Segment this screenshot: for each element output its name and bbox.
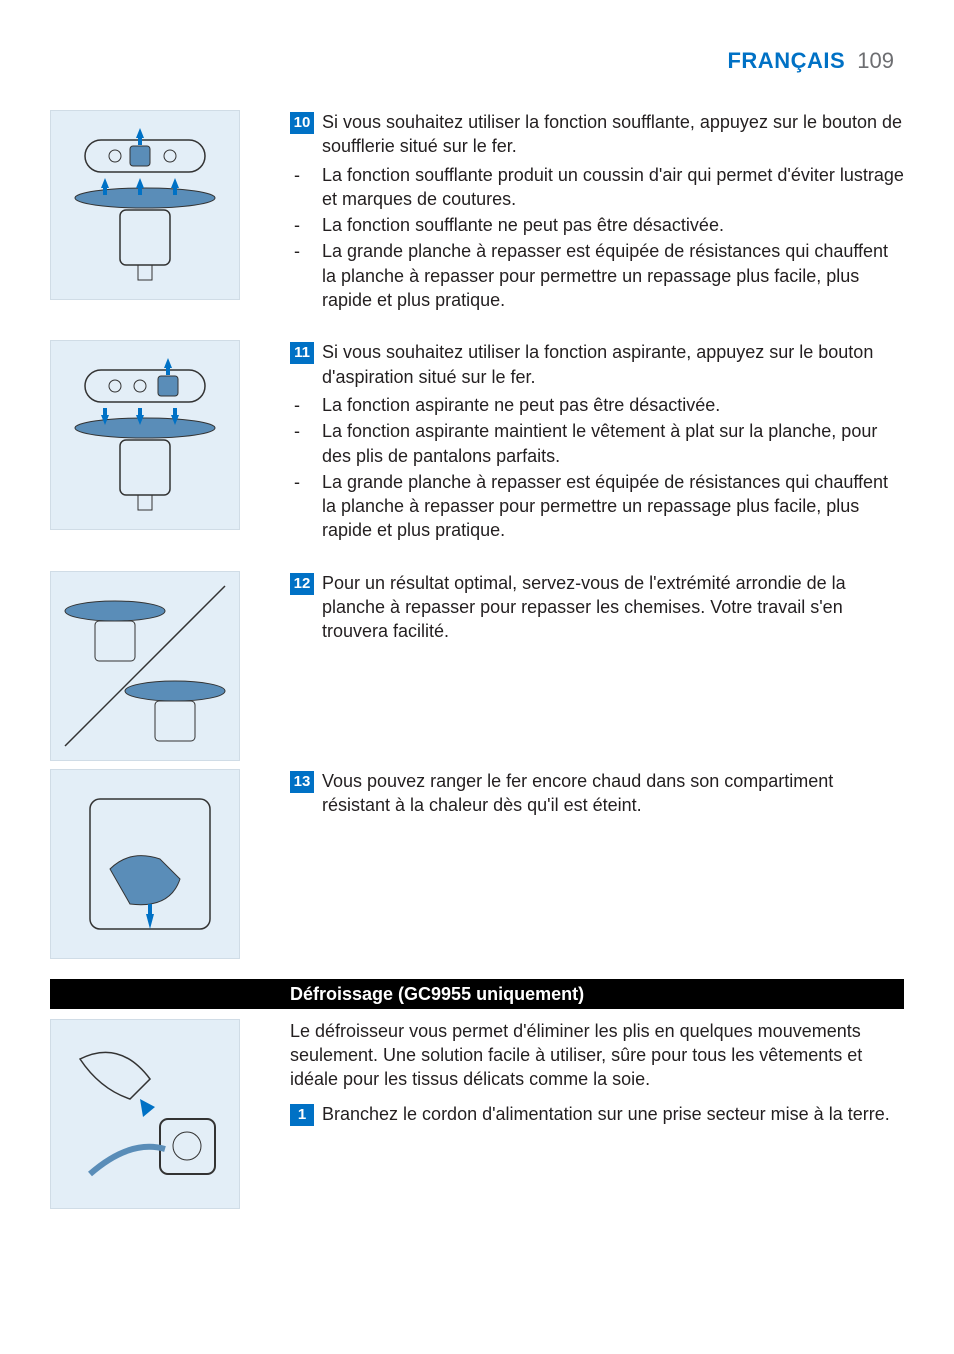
illustration-step-11 xyxy=(50,340,240,530)
section-intro: Le défroisseur vous permet d'éliminer le… xyxy=(290,1019,904,1092)
step-row-12: 12 Pour un résultat optimal, servez-vous… xyxy=(50,571,904,761)
bullet-text: La grande planche à repasser est équipée… xyxy=(322,239,904,312)
step-row-10: 10 Si vous souhaitez utiliser la fonctio… xyxy=(50,110,904,314)
step-row-13: 13 Vous pouvez ranger le fer encore chau… xyxy=(50,769,904,959)
page-content: 10 Si vous souhaitez utiliser la fonctio… xyxy=(50,110,904,1217)
step-lead-text: Si vous souhaitez utiliser la fonction a… xyxy=(322,340,904,389)
illustration-step-10 xyxy=(50,110,240,300)
header-language: FRANÇAIS xyxy=(727,48,845,73)
step-number-badge: 1 xyxy=(290,1104,314,1126)
bullet-text: La fonction soufflante ne peut pas être … xyxy=(322,213,904,237)
step-row-11: 11 Si vous souhaitez utiliser la fonctio… xyxy=(50,340,904,544)
bullet-text: La fonction soufflante produit un coussi… xyxy=(322,163,904,212)
step-number-badge: 11 xyxy=(290,342,314,364)
bullet-text: La fonction aspirante maintient le vêtem… xyxy=(322,419,904,468)
step-number-badge: 12 xyxy=(290,573,314,595)
section-title: Défroissage (GC9955 uniquement) xyxy=(290,979,904,1009)
step-number-badge: 13 xyxy=(290,771,314,793)
illustration-step-13 xyxy=(50,769,240,959)
step-lead-text: Pour un résultat optimal, servez-vous de… xyxy=(322,571,904,644)
step-lead-text: Si vous souhaitez utiliser la fonction s… xyxy=(322,110,904,159)
page-header: FRANÇAIS 109 xyxy=(727,48,894,74)
step-lead-text: Branchez le cordon d'alimentation sur un… xyxy=(322,1102,904,1126)
illustration-section-plug xyxy=(50,1019,240,1209)
header-page-number: 109 xyxy=(857,48,894,73)
step-number-badge: 10 xyxy=(290,112,314,134)
section-heading-bar: Défroissage (GC9955 uniquement) xyxy=(50,979,904,1009)
step-lead-text: Vous pouvez ranger le fer encore chaud d… xyxy=(322,769,904,818)
section-row: Le défroisseur vous permet d'éliminer le… xyxy=(50,1019,904,1209)
bullet-text: La fonction aspirante ne peut pas être d… xyxy=(322,393,904,417)
bullet-text: La grande planche à repasser est équipée… xyxy=(322,470,904,543)
illustration-step-12 xyxy=(50,571,240,761)
